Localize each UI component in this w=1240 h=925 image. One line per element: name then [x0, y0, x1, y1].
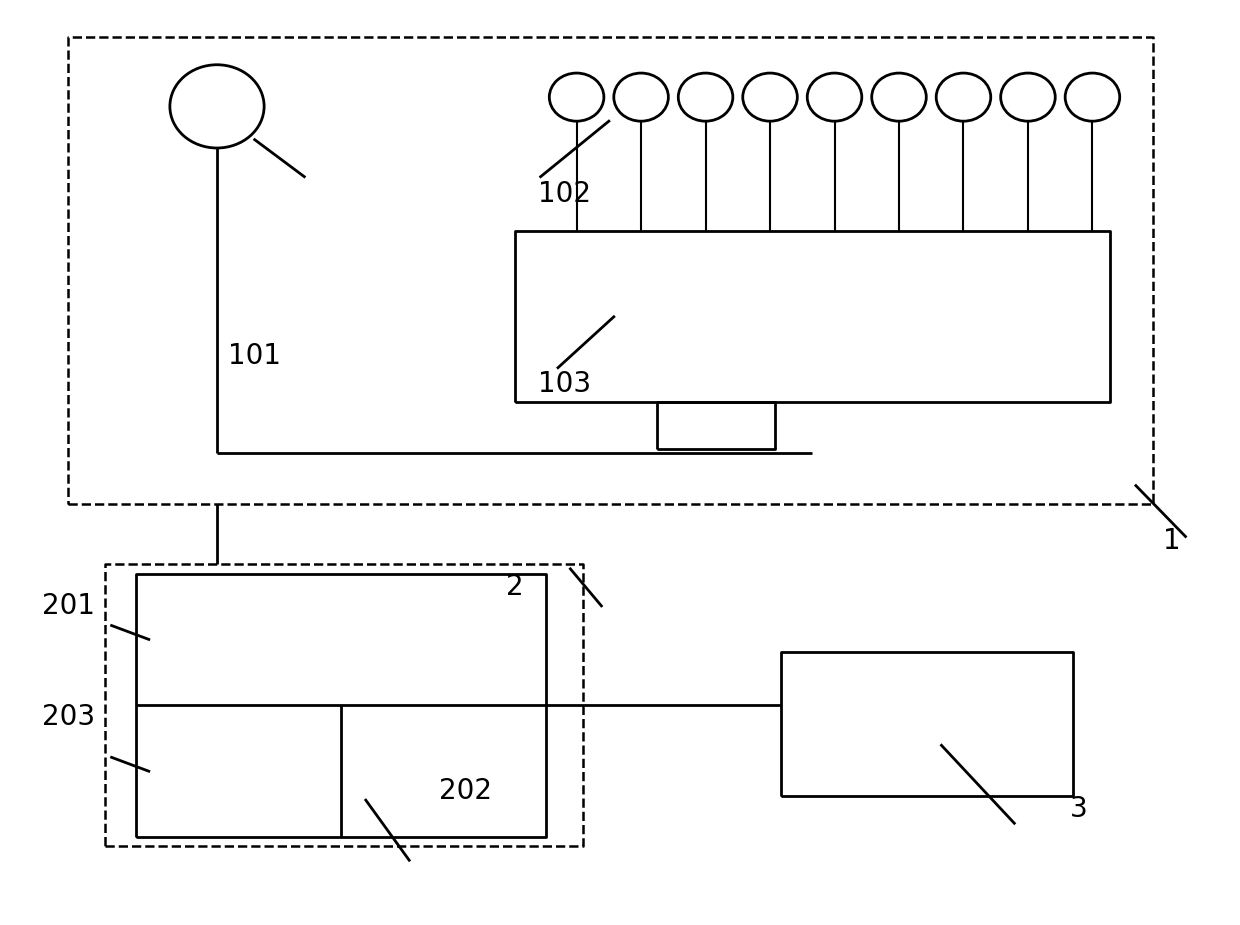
Text: 201: 201	[42, 592, 94, 620]
Text: 3: 3	[1070, 796, 1087, 823]
Text: 102: 102	[538, 180, 590, 208]
Text: 103: 103	[538, 370, 590, 398]
Text: 1: 1	[1163, 527, 1180, 555]
Text: 202: 202	[439, 777, 491, 805]
Text: 2: 2	[506, 574, 523, 601]
Text: 101: 101	[228, 342, 280, 370]
Text: 203: 203	[42, 703, 94, 731]
